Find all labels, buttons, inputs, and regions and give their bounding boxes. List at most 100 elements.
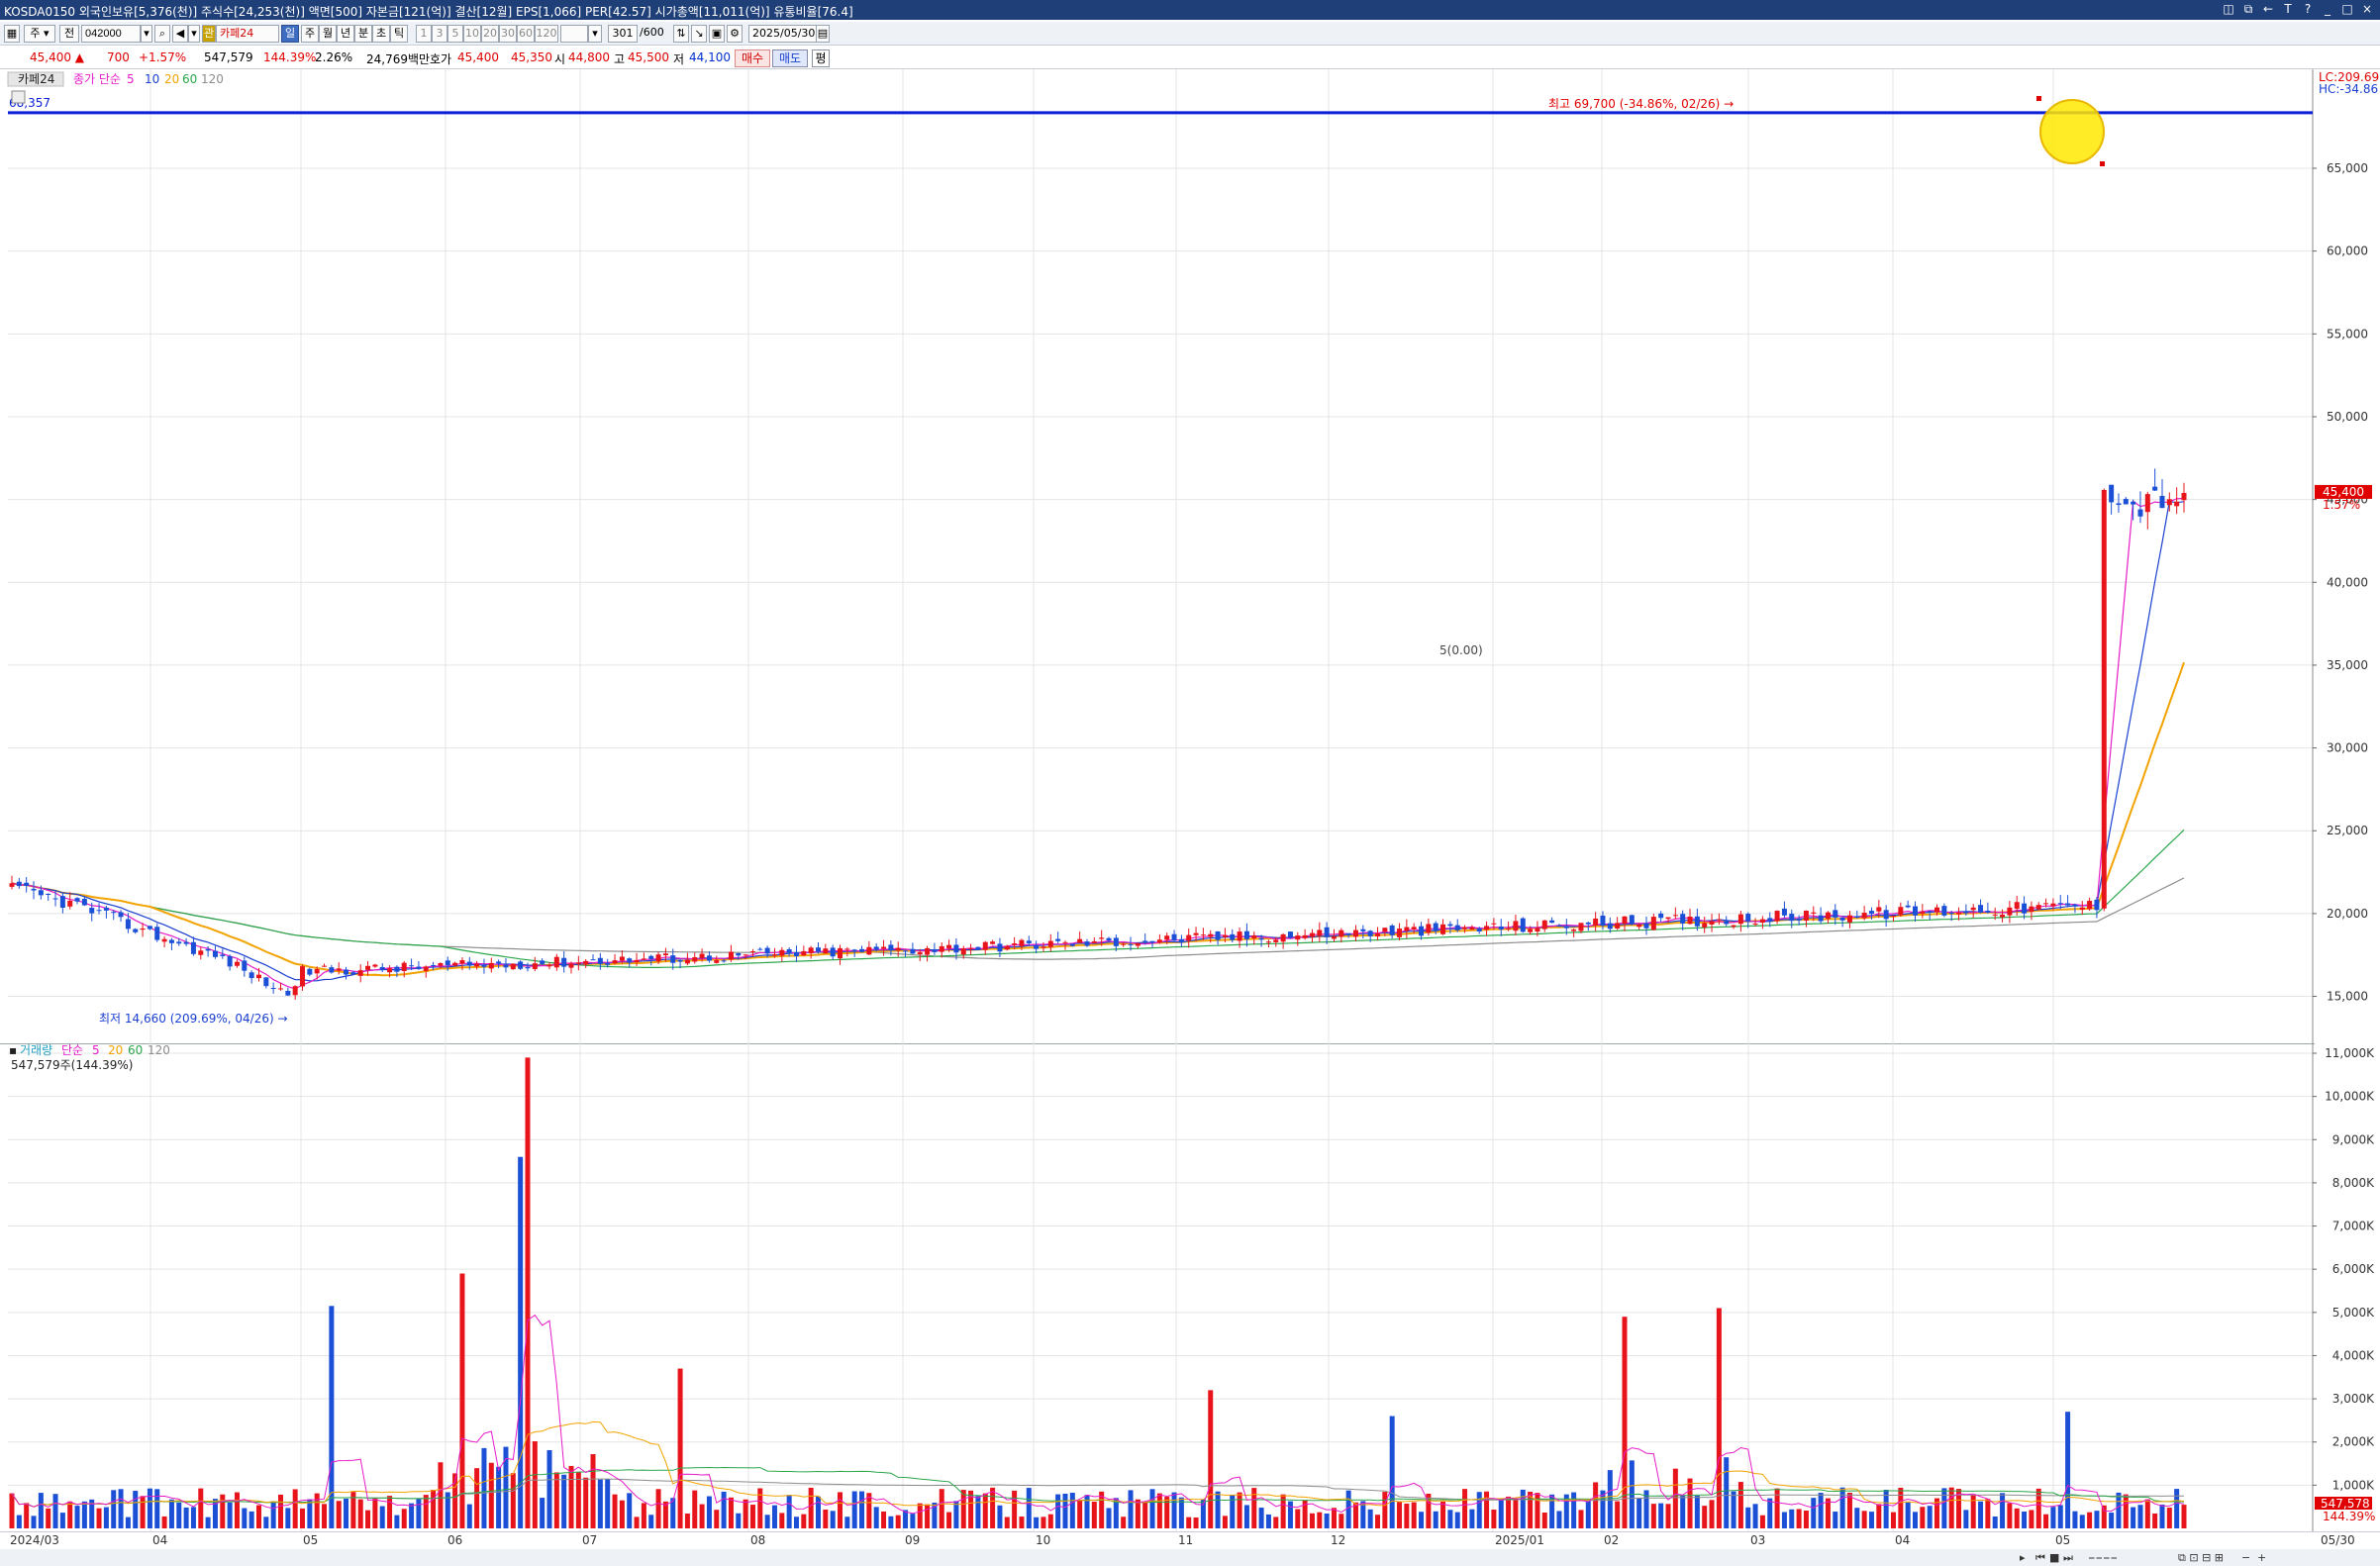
volume-bar <box>2022 1512 2028 1528</box>
zoom-out-icon[interactable]: − <box>2241 1551 2251 1564</box>
buy-button[interactable]: 매수 <box>735 49 770 67</box>
volume-bar <box>2166 1508 2172 1528</box>
x-axis-label: 04 <box>1895 1533 1911 1547</box>
sound-icon[interactable]: ◀ <box>172 25 188 43</box>
period-minute[interactable]: 분 <box>354 25 372 43</box>
minute-3[interactable]: 3 <box>432 25 447 43</box>
candle-body <box>1811 912 1817 914</box>
candle-body <box>823 948 829 954</box>
period-year[interactable]: 년 <box>337 25 354 43</box>
panel-menu-icon[interactable] <box>11 90 26 104</box>
price-chart[interactable]: 15,00020,00025,00030,00035,00040,00045,0… <box>0 69 2380 1043</box>
close-button[interactable]: × <box>2361 2 2373 16</box>
minute-30[interactable]: 30 <box>499 25 517 43</box>
zoom-in-icon[interactable]: + <box>2257 1551 2267 1564</box>
x-axis-label: 2024/03 <box>10 1533 59 1547</box>
favorite-icon[interactable]: 관 <box>202 25 216 43</box>
volume-bar <box>1469 1509 1475 1528</box>
candle-body <box>1237 931 1242 941</box>
search-icon[interactable]: ⌕ <box>154 25 170 43</box>
price-chart-bg <box>0 69 2380 1043</box>
text-icon[interactable]: T <box>2284 2 2292 16</box>
drawing-handle-2[interactable] <box>2100 161 2105 166</box>
drawing-icon[interactable]: ↘ <box>691 25 707 43</box>
volume-bar <box>379 1506 385 1528</box>
period-day[interactable]: 일 <box>281 25 299 43</box>
layout-icon[interactable]: ◫ <box>2223 2 2234 16</box>
price-legend-box[interactable] <box>7 71 64 87</box>
period-second[interactable]: 초 <box>372 25 390 43</box>
sell-button[interactable]: 매도 <box>772 49 808 67</box>
minute-10[interactable]: 10 <box>463 25 481 43</box>
candle-body <box>1883 910 1889 920</box>
data-count-input[interactable]: 301 <box>608 25 638 43</box>
grid-icon[interactable]: ▦ <box>4 25 20 43</box>
period-week[interactable]: 주 <box>301 25 319 43</box>
stock-code-input[interactable] <box>81 25 141 43</box>
candle-body <box>1084 941 1090 946</box>
candle-body <box>525 967 531 969</box>
candle-body <box>757 948 763 950</box>
candle-body <box>532 963 538 969</box>
custom-period-input[interactable] <box>560 25 588 43</box>
candle-body <box>2022 903 2028 914</box>
highlight-circle[interactable] <box>2039 99 2105 164</box>
candle-body <box>1324 927 1330 937</box>
indicator-icon[interactable]: ⇅ <box>673 25 689 43</box>
candle-body <box>1665 917 1671 920</box>
stock-name-field[interactable]: 카페24 <box>216 25 279 43</box>
custom-period-dropdown-icon[interactable]: ▾ <box>588 25 602 43</box>
minimize-button[interactable]: _ <box>2325 2 2330 16</box>
minute-20[interactable]: 20 <box>481 25 499 43</box>
candle-body <box>1752 924 1758 926</box>
candle-body <box>234 961 240 966</box>
candle-body <box>1091 940 1097 943</box>
minute-120[interactable]: 120 <box>535 25 558 43</box>
candle-body <box>1034 945 1040 949</box>
sound-dropdown-icon[interactable]: ▾ <box>188 25 200 43</box>
volume-bar <box>1549 1494 1555 1528</box>
volume-bar <box>1062 1493 1068 1528</box>
zoom-tools-icon[interactable]: ⧉ ⊡ ⊟ ⊞ <box>2178 1551 2224 1564</box>
volume-bar <box>2087 1512 2093 1528</box>
volume-bar <box>1811 1498 1817 1528</box>
candle-body <box>960 948 966 955</box>
candle-body <box>749 951 755 953</box>
maximize-button[interactable]: □ <box>2341 2 2353 16</box>
save-icon[interactable]: ▣ <box>709 25 725 43</box>
candle-body <box>198 950 204 955</box>
volume-bar <box>990 1487 996 1528</box>
candle-body <box>1317 930 1323 936</box>
candle-body <box>176 941 182 944</box>
candle-body <box>67 900 73 907</box>
minute-5[interactable]: 5 <box>447 25 463 43</box>
code-dropdown-icon[interactable]: ▾ <box>141 25 152 43</box>
scroll-thumb[interactable]: ⎯⎯⎯⎯ <box>2089 1551 2119 1564</box>
volume-chart[interactable]: 1,000K 2,000K 3,000K 4,000K 5,000K 6,000K 7,00… <box>0 1043 2380 1531</box>
settings-icon[interactable]: ⚙ <box>727 25 743 43</box>
date-input[interactable]: 2025/05/30 <box>748 25 830 43</box>
volume-bar <box>910 1514 916 1528</box>
scroll-first-icon[interactable]: ⏮ <box>2035 1551 2045 1564</box>
minute-1[interactable]: 1 <box>416 25 432 43</box>
period-month[interactable]: 월 <box>319 25 337 43</box>
drawing-handle-1[interactable] <box>2036 96 2041 101</box>
scroll-left-icon[interactable]: ▸ <box>2020 1551 2026 1564</box>
calendar-icon[interactable]: ▤ <box>816 25 830 43</box>
volume-bar <box>147 1488 152 1528</box>
period-tick[interactable]: 틱 <box>390 25 408 43</box>
minute-60[interactable]: 60 <box>517 25 535 43</box>
candle-body <box>1462 927 1468 930</box>
volume-bar <box>1265 1514 1271 1528</box>
avg-button[interactable]: 평 <box>812 49 830 67</box>
back-icon[interactable]: ← <box>2262 2 2274 16</box>
market-select[interactable]: 주 ▾ <box>24 25 55 43</box>
price-legend-ma-label: 종가 단순 <box>73 72 121 86</box>
scroll-last-icon[interactable]: ⏭ <box>2063 1551 2073 1564</box>
prev-button[interactable]: 전 <box>59 25 79 43</box>
help-icon[interactable]: ? <box>2304 2 2312 16</box>
scroll-stop-icon[interactable]: ■ <box>2049 1551 2060 1564</box>
volume-bar <box>1687 1478 1693 1528</box>
chart-scrollbar[interactable]: ▸ ⏮ ■ ⏭ ⎯⎯⎯⎯ ⧉ ⊡ ⊟ ⊞ − + <box>0 1549 2380 1566</box>
duplicate-icon[interactable]: ⧉ <box>2243 2 2253 16</box>
